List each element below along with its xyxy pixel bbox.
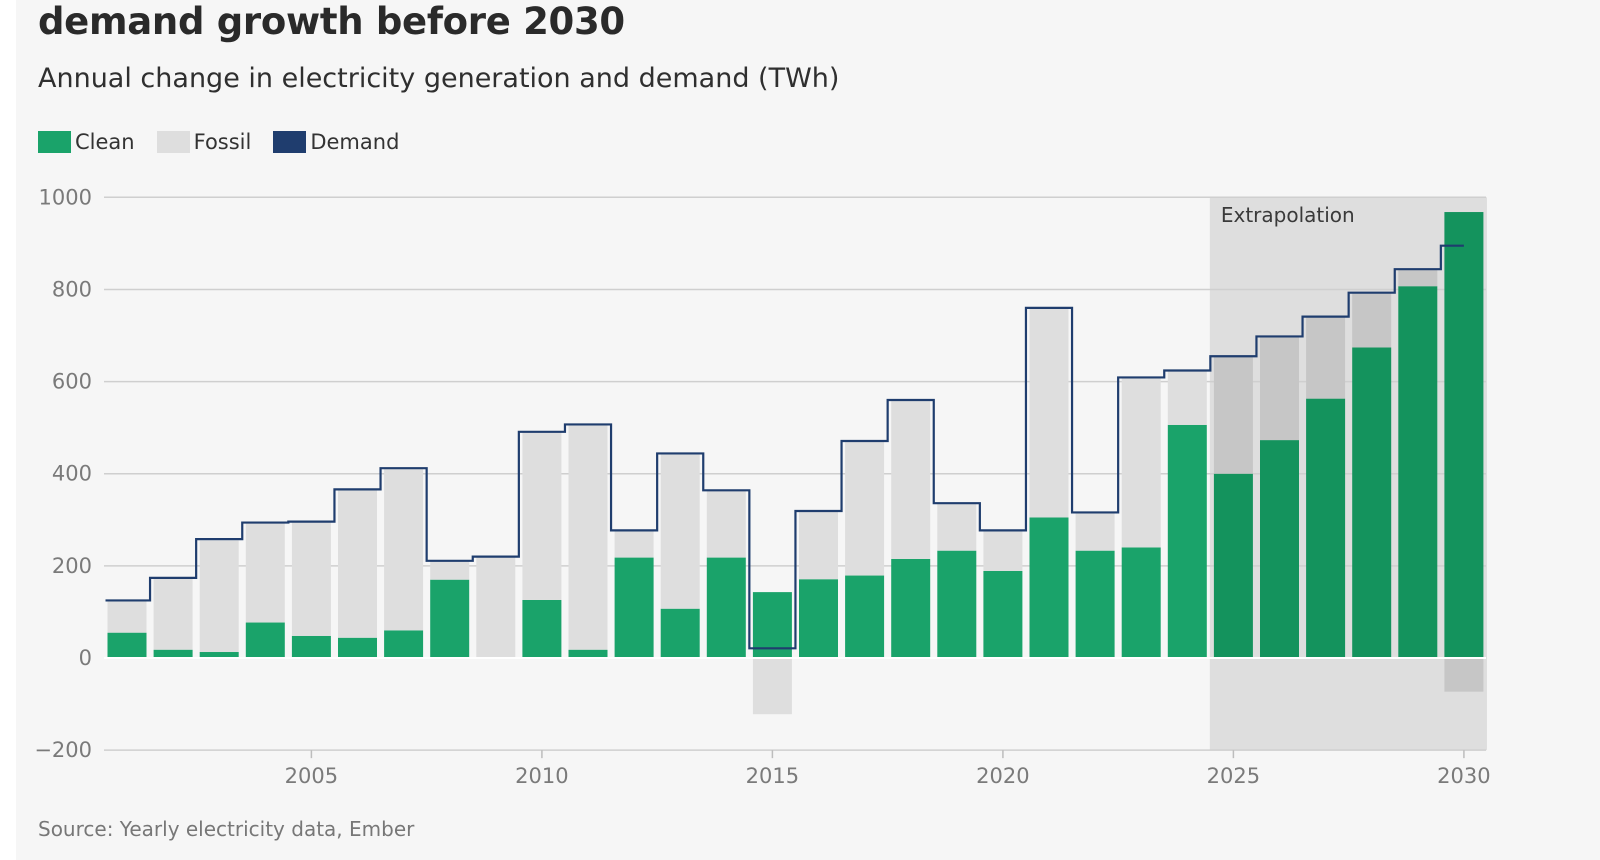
- bar-clean-2014: [706, 557, 746, 658]
- y-tick-label-800: 800: [52, 277, 92, 301]
- bar-fossil-2006: [338, 490, 377, 638]
- legend-label-clean: Clean: [75, 130, 135, 154]
- extrapolation-label: Extrapolation: [1221, 203, 1355, 227]
- bar-fossil-2024: [1167, 370, 1207, 425]
- x-tick-label-2030: 2030: [1437, 764, 1490, 788]
- legend-item-clean: Clean: [38, 130, 135, 154]
- bar-fossil-2027: [1306, 316, 1346, 399]
- x-tick-label-2025: 2025: [1207, 764, 1260, 788]
- legend-item-fossil: Fossil: [156, 130, 252, 154]
- chart-subtitle: Annual change in electricity generation …: [38, 63, 840, 94]
- bar-fossil-2021: [1029, 307, 1069, 518]
- bar-clean-2005: [291, 635, 331, 658]
- bar-fossil-2023: [1121, 377, 1161, 548]
- bar-clean-2013: [660, 608, 700, 658]
- y-tick-label-0: 0: [79, 646, 92, 670]
- x-tick-label-2020: 2020: [976, 764, 1029, 788]
- bar-clean-2008: [430, 579, 470, 658]
- bar-fossil-2030: [1444, 658, 1484, 692]
- bar-clean-2028: [1352, 347, 1392, 658]
- bar-fossil-2029: [1398, 270, 1438, 287]
- bar-fossil-2019: [937, 503, 977, 551]
- bar-fossil-2018: [891, 400, 931, 559]
- bar-fossil-2020: [983, 530, 1023, 571]
- chart-title: demand growth before 2030: [38, 0, 625, 43]
- bar-fossil-2022: [1075, 512, 1115, 551]
- bar-fossil-2007: [384, 468, 424, 631]
- bar-fossil-2002: [153, 578, 193, 650]
- bar-clean-2007: [384, 630, 424, 658]
- chart-card: demand growth before 2030 Annual change …: [16, 0, 1600, 860]
- bar-fossil-2016: [799, 511, 838, 580]
- bar-clean-2002: [153, 649, 193, 658]
- bar-clean-2016: [799, 579, 838, 658]
- bar-clean-2027: [1306, 398, 1346, 658]
- bar-clean-2017: [845, 575, 885, 658]
- bar-fossil-2013: [660, 453, 700, 609]
- bar-clean-2010: [522, 599, 562, 658]
- bar-fossil-2010: [522, 432, 562, 600]
- x-tick-label-2005: 2005: [285, 764, 338, 788]
- legend-swatch-clean: [38, 131, 71, 153]
- chart-plot: −200 0 200 400 600 800 1000 2005 2010 2015 2020 202…: [34, 185, 1490, 788]
- bar-fossil-2011: [568, 423, 608, 650]
- bar-clean-2026: [1260, 440, 1299, 658]
- legend-swatch-demand: [273, 131, 307, 153]
- bar-fossil-2028: [1352, 293, 1392, 348]
- bar-fossil-2004: [245, 523, 285, 623]
- bar-clean-2030: [1444, 212, 1484, 658]
- bar-clean-2006: [338, 637, 377, 658]
- legend: Clean Fossil Demand: [38, 130, 421, 154]
- bar-fossil-2014: [706, 490, 746, 558]
- bar-clean-2029: [1398, 286, 1438, 658]
- y-tick-label-400: 400: [52, 462, 92, 486]
- bar-clean-2001: [107, 632, 147, 658]
- bar-clean-2025: [1213, 473, 1253, 658]
- y-tick-label-600: 600: [52, 370, 92, 394]
- bar-fossil-2009: [476, 556, 516, 658]
- bar-fossil-2015: [752, 658, 792, 715]
- demand-step-line: [105, 244, 1464, 650]
- y-tick-label-1000: 1000: [39, 185, 92, 209]
- x-tick-label-2015: 2015: [746, 764, 799, 788]
- x-tick-label-2010: 2010: [515, 764, 568, 788]
- legend-swatch-fossil: [156, 131, 190, 153]
- bar-clean-2022: [1075, 550, 1115, 658]
- bar-fossil-2026: [1260, 336, 1299, 441]
- bar-clean-2015: [752, 592, 792, 658]
- legend-label-demand: Demand: [310, 130, 400, 154]
- bar-clean-2020: [983, 570, 1023, 658]
- bar-clean-2012: [614, 557, 654, 658]
- bar-clean-2011: [568, 649, 608, 658]
- legend-label-fossil: Fossil: [193, 130, 252, 154]
- bar-fossil-2001: [107, 600, 147, 633]
- bar-clean-2024: [1167, 424, 1207, 658]
- bar-fossil-2025: [1213, 356, 1253, 474]
- bar-clean-2021: [1029, 517, 1069, 658]
- bar-clean-2023: [1121, 547, 1161, 658]
- y-tick-label--200: −200: [34, 738, 92, 762]
- bar-clean-2018: [891, 558, 931, 658]
- bar-clean-2003: [199, 652, 239, 658]
- bar-fossil-2012: [614, 529, 654, 558]
- legend-item-demand: Demand: [273, 130, 399, 154]
- bar-fossil-2005: [291, 521, 331, 636]
- bar-fossil-2017: [845, 441, 885, 576]
- y-tick-label-200: 200: [52, 554, 92, 578]
- bar-clean-2004: [245, 622, 285, 658]
- source-note: Source: Yearly electricity data, Ember: [38, 817, 415, 841]
- bar-clean-2019: [937, 550, 977, 658]
- bar-fossil-2003: [199, 540, 239, 653]
- bar-fossil-2008: [430, 560, 470, 580]
